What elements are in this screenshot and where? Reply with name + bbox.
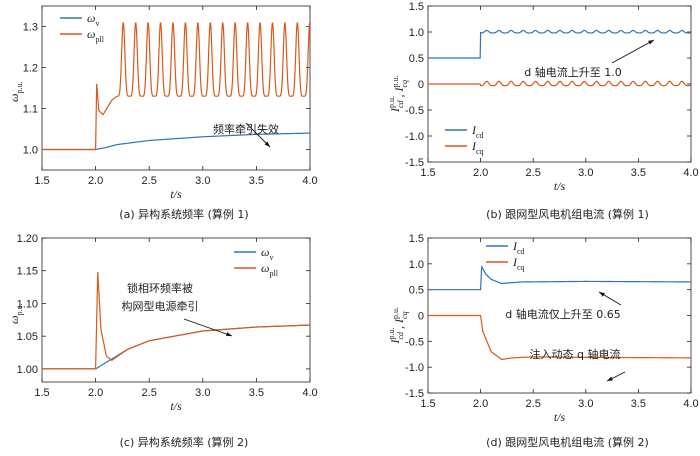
panel-caption: (b) 跟网型风电机组电流 (算例 1) bbox=[486, 207, 649, 221]
y-tick-label: 0.5 bbox=[409, 53, 424, 65]
y-tick-label: 1.20 bbox=[17, 233, 38, 245]
x-tick-label: 1.5 bbox=[34, 387, 49, 399]
arrow-head bbox=[264, 141, 270, 147]
x-tick-label: 2.0 bbox=[88, 175, 103, 187]
series-line-Icq bbox=[428, 80, 691, 87]
x-tick-label: 3.0 bbox=[578, 398, 593, 410]
x-axis-label: t/s bbox=[554, 410, 566, 424]
x-tick-label: 3.5 bbox=[249, 175, 264, 187]
y-tick-label: 1.0 bbox=[23, 145, 38, 157]
y-tick-label: 0 bbox=[418, 311, 424, 323]
panel-caption: (a) 异构系统频率 (算例 1) bbox=[119, 207, 248, 221]
series-line-Icq bbox=[428, 314, 691, 361]
panel-caption: (c) 异构系统频率 (算例 2) bbox=[120, 435, 249, 449]
annotation-text: 频率牵引失效 bbox=[213, 122, 279, 136]
y-axis-label-text: Ip.u.cd , Ip.u.cq bbox=[387, 307, 409, 345]
y-axis-label: Ip.u.cd , Ip.u.cq bbox=[387, 307, 409, 345]
legend-label: Icd bbox=[471, 123, 484, 140]
series-line-ωv bbox=[42, 324, 310, 370]
y-axis-label-text: ωp.u. bbox=[7, 304, 24, 324]
x-tick-label: 4.0 bbox=[683, 398, 698, 410]
chart-panel-a: 1.5 2.0 2.5 3.0 3.5 4.0 1.0 1.1 1.2 1.3 t/s ωp.u. ωv… bbox=[7, 5, 318, 221]
chart-panel-d: 1.5 2.0 2.5 3.0 3.5 4.0 -1.5 -1.0 -0.5 0 0.5 1.0 1.5… bbox=[387, 233, 699, 449]
y-tick-label: 1.00 bbox=[17, 364, 38, 376]
y-tick-label: 1.3 bbox=[23, 22, 38, 34]
x-axis-label: t/s bbox=[170, 187, 182, 201]
annotation-text: 注入动态 q 轴电流 bbox=[530, 347, 621, 361]
annotation-text: d 轴电流仅上升至 0.65 bbox=[505, 307, 620, 321]
x-tick-label: 4.0 bbox=[302, 387, 317, 399]
x-tick-label: 1.5 bbox=[420, 398, 435, 410]
x-tick-label: 2.0 bbox=[473, 167, 488, 179]
chart-panel-b: 1.5 2.0 2.5 3.0 3.5 4.0 -1.5 -1.0 -0.5 0 0.5 1.0 1.5… bbox=[387, 1, 699, 221]
panel-caption: (d) 跟网型风电机组电流 (算例 2) bbox=[486, 435, 649, 449]
x-tick-label: 2.5 bbox=[526, 398, 541, 410]
y-tick-label: 1.15 bbox=[17, 266, 38, 278]
y-tick-label: -0.5 bbox=[405, 105, 424, 117]
legend-label: ωv bbox=[87, 11, 99, 28]
y-tick-label: 1.1 bbox=[23, 104, 38, 116]
y-axis-label-text: ωp.u. bbox=[7, 82, 24, 102]
legend-label: ωpll bbox=[261, 261, 279, 278]
legend-label: Icd bbox=[512, 239, 525, 256]
x-tick-label: 2.5 bbox=[142, 387, 157, 399]
annotation-text: d 轴电流上升至 1.0 bbox=[524, 65, 621, 79]
arrow-head bbox=[648, 40, 654, 45]
annotation-arrow bbox=[183, 318, 233, 337]
series-line-ωpll bbox=[42, 22, 310, 151]
annotation-arrow bbox=[611, 39, 655, 64]
y-tick-label: 1.2 bbox=[23, 63, 38, 75]
legend-label: ωv bbox=[261, 245, 273, 262]
x-tick-label: 1.5 bbox=[34, 175, 49, 187]
plot-frame bbox=[41, 237, 311, 383]
y-axis-label: ωp.u. bbox=[7, 82, 24, 102]
chart-panel-c: 1.5 2.0 2.5 3.0 3.5 4.0 1.00 1.05 1.10 1.15 1.20 t/… bbox=[7, 233, 318, 449]
arrow-head bbox=[226, 332, 232, 337]
legend-label: ωpll bbox=[87, 27, 105, 44]
y-tick-label: 1.5 bbox=[409, 1, 424, 13]
y-tick-label: -1.0 bbox=[405, 131, 424, 143]
y-tick-label: 1.05 bbox=[17, 331, 38, 343]
x-axis-label: t/s bbox=[554, 179, 566, 193]
x-tick-label: 2.0 bbox=[88, 387, 103, 399]
series-line-Icd bbox=[428, 264, 691, 291]
plot-frame bbox=[41, 5, 311, 171]
x-tick-label: 3.5 bbox=[249, 387, 264, 399]
legend-label: Icq bbox=[471, 139, 484, 156]
annotation-text: 锁相环频率被 bbox=[127, 281, 193, 295]
series-line-ωpll bbox=[42, 272, 310, 370]
y-axis-label-text: Ip.u.cd , Ip.u.cq bbox=[387, 75, 409, 113]
y-tick-label: 1.10 bbox=[17, 298, 38, 310]
annotation-arrow bbox=[245, 122, 271, 148]
y-tick-label: -1.0 bbox=[405, 362, 424, 374]
x-tick-label: 2.5 bbox=[526, 167, 541, 179]
x-tick-label: 3.0 bbox=[578, 167, 593, 179]
arrow-head bbox=[607, 376, 613, 381]
x-tick-label: 4.0 bbox=[302, 175, 317, 187]
arrow-head bbox=[599, 292, 605, 297]
series-line-Icd bbox=[428, 29, 691, 59]
y-tick-label: 1.0 bbox=[409, 259, 424, 271]
y-tick-label: 0.5 bbox=[409, 285, 424, 297]
x-tick-label: 3.0 bbox=[195, 175, 210, 187]
y-tick-label: 1.5 bbox=[409, 233, 424, 245]
x-tick-label: 3.5 bbox=[631, 167, 646, 179]
y-tick-label: 0 bbox=[418, 79, 424, 91]
x-tick-label: 3.5 bbox=[631, 398, 646, 410]
y-tick-label: -1.5 bbox=[405, 388, 424, 400]
y-tick-label: -1.5 bbox=[405, 157, 424, 169]
y-axis-label: Ip.u.cd , Ip.u.cq bbox=[387, 75, 409, 113]
x-axis-label: t/s bbox=[170, 399, 182, 413]
x-tick-label: 2.5 bbox=[142, 175, 157, 187]
x-tick-label: 3.0 bbox=[195, 387, 210, 399]
y-axis-label: ωp.u. bbox=[7, 304, 24, 324]
annotation-text: 构网型电源牵引 bbox=[122, 299, 199, 313]
x-tick-label: 2.0 bbox=[473, 398, 488, 410]
x-tick-label: 1.5 bbox=[420, 167, 435, 179]
x-tick-label: 4.0 bbox=[683, 167, 698, 179]
legend-label: Icq bbox=[512, 255, 525, 272]
y-tick-label: 1.0 bbox=[409, 27, 424, 39]
y-tick-label: -0.5 bbox=[405, 336, 424, 348]
